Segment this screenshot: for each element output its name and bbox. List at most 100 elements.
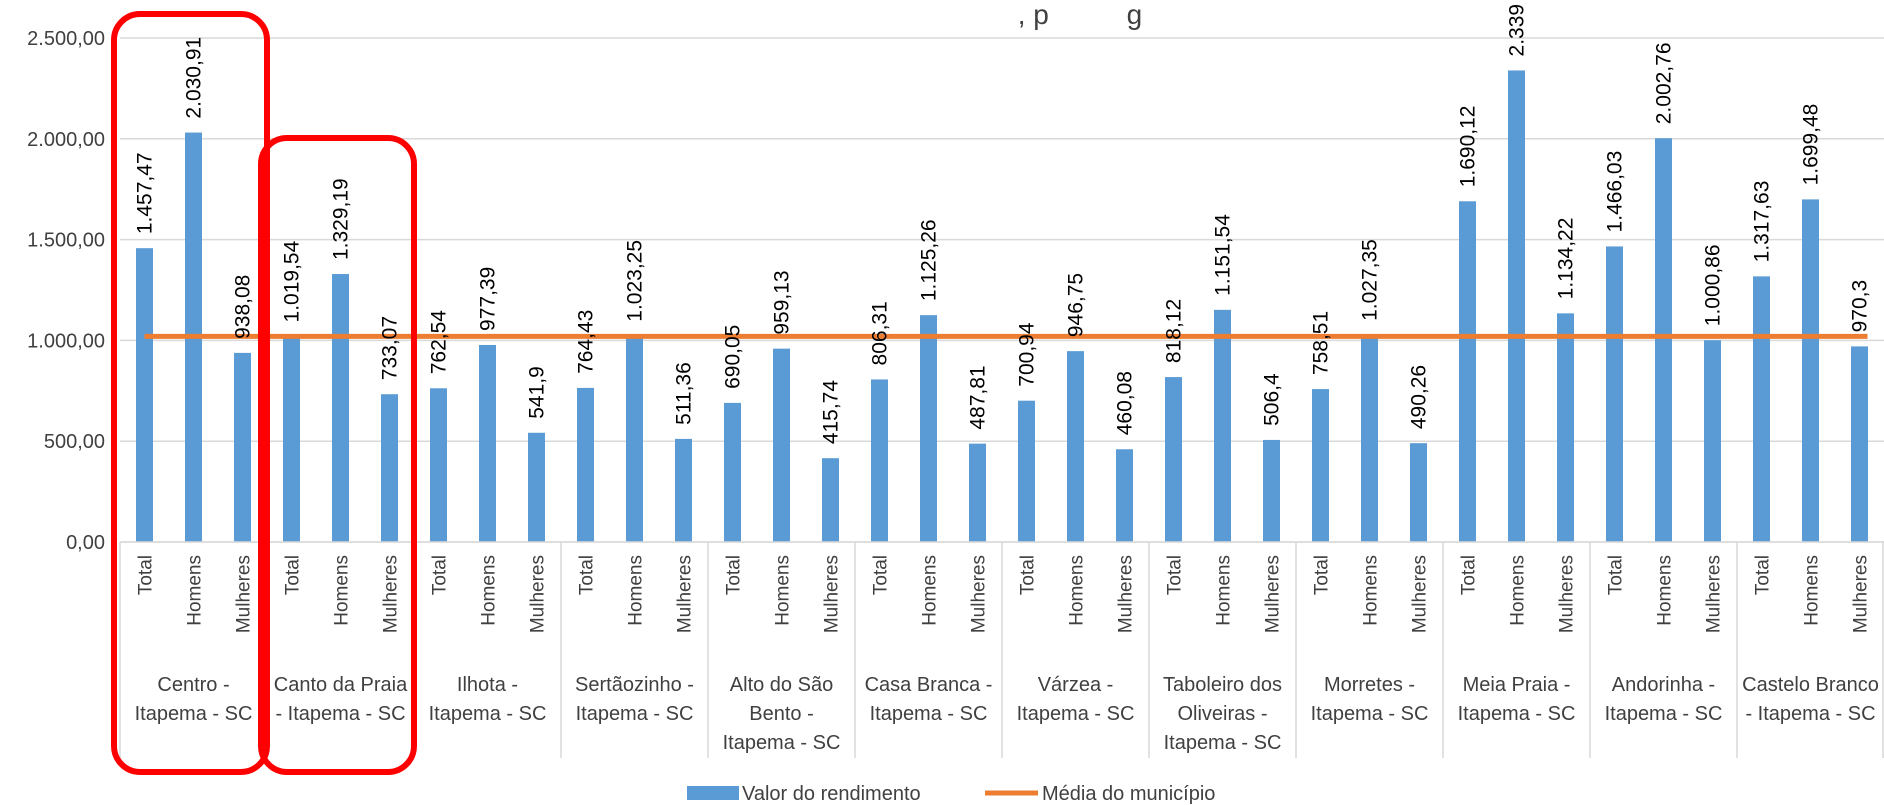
x-subcategory-label: Homens (773, 555, 794, 626)
data-label: 1.466,03 (1604, 151, 1627, 233)
bar (1067, 351, 1084, 542)
x-subcategory-label: Total (1606, 555, 1627, 595)
bar (675, 438, 692, 542)
x-subcategory-label: Mulheres (234, 555, 255, 633)
data-label: 1.019,54 (281, 240, 304, 322)
bar (626, 335, 643, 542)
bar (822, 458, 839, 542)
data-label: 487,81 (967, 365, 990, 429)
data-label: 977,39 (477, 267, 500, 331)
bar (1459, 201, 1476, 543)
x-subcategory-label: Homens (920, 555, 941, 626)
x-subcategory-label: Homens (1655, 555, 1676, 626)
data-label: 1.151,54 (1212, 214, 1235, 296)
x-subcategory-label: Mulheres (381, 555, 402, 633)
bar (234, 352, 251, 542)
x-group-label: Centro - (157, 674, 229, 696)
data-label: 1.000,86 (1702, 244, 1725, 326)
x-group-label: Castelo Branco (1742, 674, 1879, 696)
data-label: 733,07 (379, 316, 402, 380)
x-group-label: - Itapema - SC (275, 703, 405, 725)
bar (1116, 449, 1133, 542)
data-label: 700,94 (1016, 322, 1039, 387)
legend-label: Valor do rendimento (742, 783, 921, 805)
x-subcategory-label: Total (1165, 555, 1186, 595)
bar (332, 274, 349, 542)
bar (1802, 199, 1819, 542)
bar (283, 336, 300, 542)
bar (1263, 439, 1280, 542)
data-label: 460,08 (1114, 371, 1137, 435)
data-label: 2.339 (1506, 4, 1529, 57)
x-group-label: Ilhota - (457, 674, 518, 696)
x-group-label: Meia Praia - (1463, 674, 1571, 696)
data-label: 970,3 (1849, 280, 1872, 333)
x-subcategory-label: Total (1312, 555, 1333, 595)
data-label: 762,54 (428, 310, 451, 375)
bar (920, 315, 937, 542)
data-label: 2.002,76 (1653, 42, 1676, 124)
x-subcategory-label: Total (283, 555, 304, 595)
bar (1410, 443, 1427, 542)
x-group-label: Sertãozinho - (575, 674, 694, 696)
x-subcategory-label: Total (724, 555, 745, 595)
y-tick-label: 0,00 (66, 532, 105, 554)
x-group-label: Casa Branca - (865, 674, 993, 696)
bar (479, 344, 496, 542)
x-subcategory-label: Mulheres (1410, 555, 1431, 633)
bar (1508, 70, 1525, 542)
x-group-label: - Itapema - SC (1745, 703, 1875, 725)
x-group-label: Várzea - (1038, 674, 1114, 696)
bar (1606, 246, 1623, 542)
data-label: 959,13 (771, 270, 794, 334)
x-group-label: Itapema - SC (429, 703, 547, 725)
data-label: 1.699,48 (1800, 104, 1823, 186)
x-subcategory-label: Mulheres (1116, 555, 1137, 633)
data-labels: 1.457,47 2.030,91 938,08 1.019,54 1.329,19 73… (134, 4, 1872, 444)
x-subcategory-label: Homens (332, 555, 353, 626)
bar (1361, 334, 1378, 542)
data-label: 2.030,91 (183, 37, 206, 119)
data-label: 1.457,47 (134, 152, 157, 234)
bar (1851, 346, 1868, 542)
data-label: 806,31 (869, 301, 892, 365)
y-tick-label: 1.000,00 (27, 330, 105, 352)
bar (136, 248, 153, 542)
data-label: 1.125,26 (918, 219, 941, 301)
x-axis: Total Homens Mulheres Centro - Itapema - SC T… (119, 541, 1884, 758)
data-label: 1.317,63 (1751, 181, 1774, 263)
x-subcategory-label: Mulheres (675, 555, 696, 633)
bar (1312, 389, 1329, 542)
bar (969, 443, 986, 542)
data-label: 818,12 (1163, 299, 1186, 363)
x-subcategory-label: Total (1018, 555, 1039, 595)
x-subcategory-label: Homens (1214, 555, 1235, 626)
chart-title: , p g (1018, 0, 1143, 30)
x-subcategory-label: Total (136, 555, 157, 595)
x-group-label: Andorinha - (1612, 674, 1715, 696)
x-subcategory-label: Homens (479, 555, 500, 626)
bar (1214, 309, 1231, 542)
x-group-label: Itapema - SC (1311, 703, 1429, 725)
x-group-label: Itapema - SC (576, 703, 694, 725)
y-tick-label: 2.000,00 (27, 129, 105, 151)
data-label: 506,4 (1261, 373, 1284, 426)
x-group-label: Taboleiro dos (1163, 674, 1282, 696)
bar-series (136, 70, 1868, 543)
x-subcategory-label: Homens (1067, 555, 1088, 626)
x-group-label: Itapema - SC (723, 732, 841, 754)
legend: Valor do rendimento Média do município (687, 783, 1215, 805)
data-label: 541,9 (526, 366, 549, 419)
bar (381, 394, 398, 542)
bar (773, 348, 790, 542)
x-subcategory-label: Homens (626, 555, 647, 626)
x-group-label: Itapema - SC (135, 703, 253, 725)
data-label: 946,75 (1065, 273, 1088, 337)
x-group-label: Itapema - SC (1017, 703, 1135, 725)
y-tick-label: 500,00 (44, 431, 105, 453)
bar (1165, 377, 1182, 542)
data-label: 764,43 (575, 310, 598, 374)
data-label: 690,05 (722, 325, 745, 389)
x-subcategory-label: Homens (1361, 555, 1382, 626)
x-subcategory-label: Mulheres (1704, 555, 1725, 633)
